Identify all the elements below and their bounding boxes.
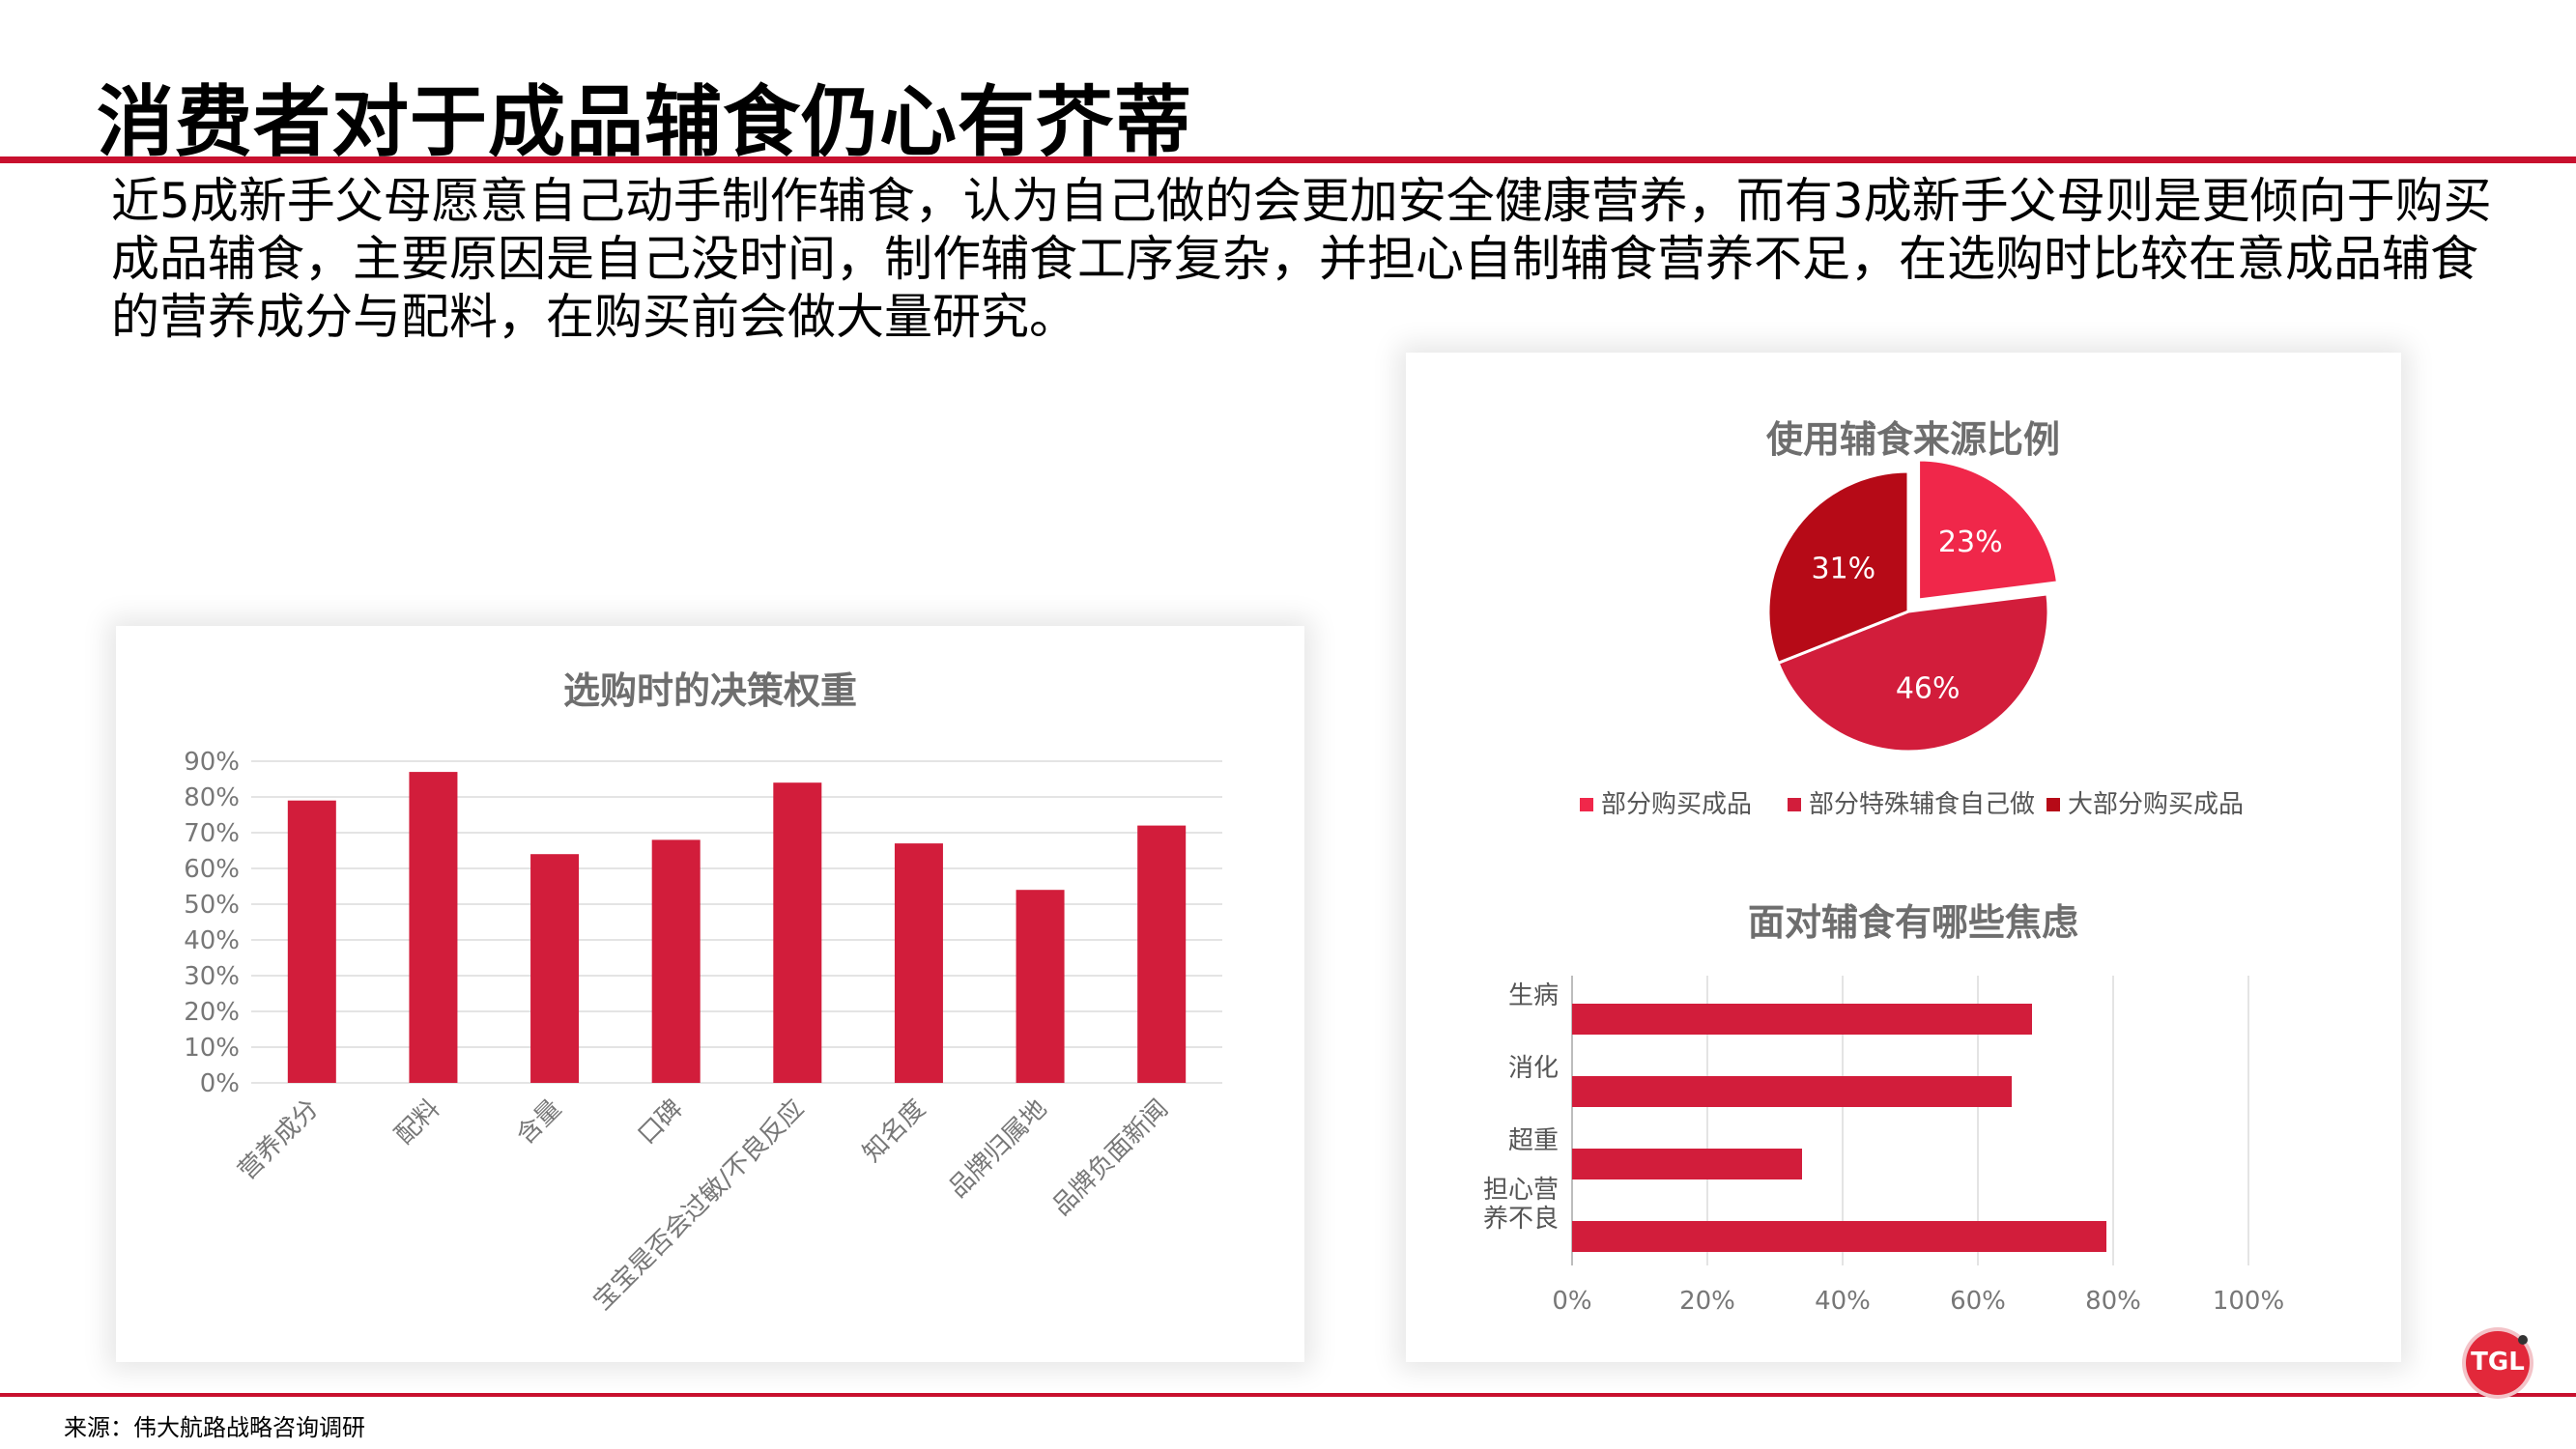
y-tick-label: 80% <box>184 783 240 812</box>
y-tick-label: 50% <box>184 891 240 920</box>
bar <box>1572 1076 2012 1107</box>
x-tick-label: 0% <box>1552 1287 1591 1316</box>
legend-swatch <box>1580 798 1593 811</box>
x-tick-label: 60% <box>1950 1287 2006 1316</box>
x-tick-label: 品牌负面新闻 <box>1047 1094 1175 1222</box>
intro-paragraph: 近5成新手父母愿意自己动手制作辅食，认为自己做的会更加安全健康营养，而有3成新手… <box>111 173 2492 345</box>
x-tick-label: 知名度 <box>858 1094 931 1168</box>
x-tick-label: 配料 <box>389 1094 445 1151</box>
bar <box>894 843 943 1083</box>
y-tick-label: 养不良 <box>1483 1205 1559 1234</box>
x-tick-label: 100% <box>2213 1287 2284 1316</box>
pie-chart-title: 使用辅食来源比例 <box>1766 418 2060 461</box>
chart-title: 选购时的决策权重 <box>563 669 857 712</box>
page-title: 消费者对于成品辅食仍心有芥蒂 <box>97 77 1192 167</box>
bar <box>409 772 458 1083</box>
bar <box>287 800 336 1083</box>
source-pie-chart-card: 使用辅食来源比例 23% 46% 31% 部分购买成品 部分特殊辅食自己做 大部分购买成品面… <box>1406 353 2401 1362</box>
legend-swatch <box>1788 798 1801 811</box>
x-tick-label: 40% <box>1815 1287 1871 1316</box>
decision-weight-chart-card: 选购时的决策权重 0% 10% 20% 30% 40% 50% 60% 70% 80% 90% 营养成… <box>116 626 1304 1362</box>
y-tick-label: 消化 <box>1508 1054 1559 1083</box>
decision-weight-chart: 选购时的决策权重 0% 10% 20% 30% 40% 50% 60% 70% 80% 90% 营养成… <box>184 669 1222 1317</box>
bar <box>1137 825 1187 1083</box>
y-tick-label: 60% <box>184 855 240 884</box>
bar <box>1572 1149 1802 1179</box>
pie-data-label: 23% <box>1938 526 2003 559</box>
y-tick-label: 10% <box>184 1034 240 1063</box>
x-tick-label: 营养成分 <box>233 1094 325 1186</box>
y-tick-label: 90% <box>184 748 240 777</box>
legend-label: 部分特殊辅食自己做 <box>1809 790 2035 819</box>
x-tick-label: 口碑 <box>633 1094 689 1151</box>
bar <box>1016 890 1065 1083</box>
logo-text: TGL <box>2471 1348 2525 1377</box>
y-tick-label: 担心营 <box>1483 1176 1559 1205</box>
legend-label: 部分购买成品 <box>1601 790 1752 819</box>
pie-slice <box>1776 592 2050 753</box>
x-tick-label: 80% <box>2085 1287 2141 1316</box>
x-tick-label: 宝宝是否会过敏/不良反应 <box>588 1094 811 1317</box>
y-tick-label: 40% <box>184 926 240 955</box>
logo-dot <box>2518 1335 2528 1345</box>
pie-data-label: 46% <box>1896 672 1961 706</box>
bar <box>651 839 701 1083</box>
bar <box>773 782 822 1083</box>
bar <box>1572 1004 2032 1035</box>
pie-slice <box>1766 469 1910 666</box>
bar <box>530 854 580 1083</box>
y-tick-label: 超重 <box>1508 1126 1559 1155</box>
y-tick-label: 0% <box>200 1069 240 1098</box>
x-tick-label: 品牌归属地 <box>943 1094 1052 1204</box>
bar-chart-title: 面对辅食有哪些焦虑 <box>1748 901 2078 944</box>
source-note: 来源：伟大航路战略咨询调研 <box>64 1414 365 1441</box>
x-tick-label: 20% <box>1679 1287 1735 1316</box>
right-charts: 使用辅食来源比例 23% 46% 31% 部分购买成品 部分特殊辅食自己做 大部分购买成品面… <box>1483 418 2284 1316</box>
pie-slice <box>1917 458 2060 602</box>
footer-divider <box>0 1393 2576 1397</box>
title-divider <box>0 156 2576 163</box>
pie-data-label: 31% <box>1811 552 1875 585</box>
tgl-logo: TGL <box>2466 1331 2530 1395</box>
legend-label: 大部分购买成品 <box>2068 790 2244 819</box>
y-tick-label: 70% <box>184 819 240 848</box>
x-tick-label: 含量 <box>511 1094 567 1151</box>
y-tick-label: 生病 <box>1508 981 1559 1010</box>
bar <box>1572 1221 2106 1252</box>
y-tick-label: 20% <box>184 998 240 1027</box>
legend-swatch <box>2046 798 2060 811</box>
y-tick-label: 30% <box>184 962 240 991</box>
